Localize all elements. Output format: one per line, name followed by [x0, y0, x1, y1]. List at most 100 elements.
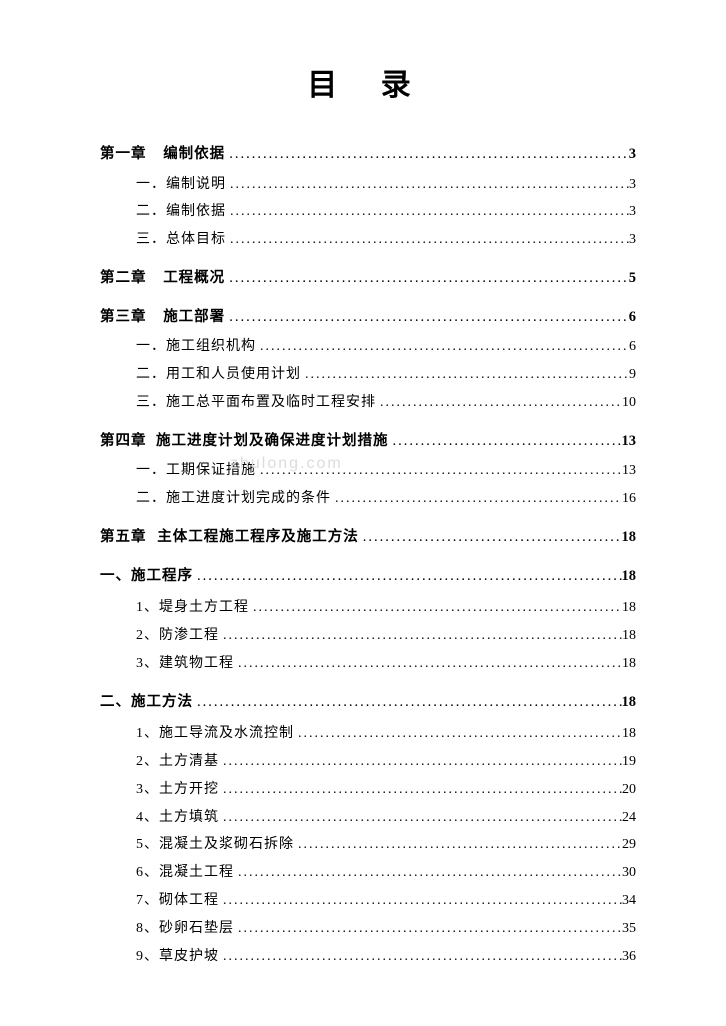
toc-entry: 三．施工总平面布置及临时工程安排10 — [100, 391, 636, 415]
toc-entry-page: 16 — [622, 487, 636, 511]
toc-entry-page: 6 — [629, 335, 636, 359]
toc-entry-prefix: 6、 — [136, 861, 159, 885]
toc-entry-page: 19 — [622, 750, 636, 774]
toc-entry-text: 堤身土方工程 — [159, 596, 249, 620]
toc-entry-page: 10 — [622, 391, 636, 415]
toc-title: 目 录 — [100, 60, 636, 104]
toc-entry: 6、混凝土工程 30 — [100, 861, 636, 885]
toc-entry-text: 土方开挖 — [159, 778, 219, 802]
toc-leader-dots — [219, 806, 622, 830]
toc-entry-page: 18 — [622, 596, 636, 620]
toc-entry-text: 施工程序 — [131, 564, 193, 589]
toc-entry-text: 编制说明 — [166, 173, 226, 197]
toc-entry-prefix: 二、 — [100, 690, 131, 715]
toc-entry-page: 18 — [622, 690, 637, 715]
toc-leader-dots — [226, 200, 629, 224]
toc-entry: 3、建筑物工程18 — [100, 652, 636, 676]
toc-entry-text: 用工和人员使用计划 — [166, 363, 301, 387]
toc-entry-text: 防渗工程 — [159, 624, 219, 648]
toc-entry-page: 18 — [622, 525, 637, 550]
toc-entry: 三．总体目标3 — [100, 228, 636, 252]
toc-entry-prefix: 2、 — [136, 624, 159, 648]
toc-entry-text: 工期保证措施 — [166, 459, 256, 483]
toc-entry: 9、草皮护坡 36 — [100, 945, 636, 969]
toc-leader-dots — [225, 305, 629, 330]
toc-entry-page: 5 — [629, 266, 636, 291]
toc-entry-text: 砌体工程 — [159, 889, 219, 913]
toc-entry: 第二章工程概况5 — [100, 266, 636, 291]
toc-entry: 第四章施工进度计划及确保进度计划措施 13 — [100, 429, 636, 454]
toc-leader-dots — [225, 142, 629, 167]
toc-leader-dots — [376, 391, 622, 415]
toc-entry-prefix: 二． — [136, 200, 166, 224]
toc-entry: 二．用工和人员使用计划9 — [100, 363, 636, 387]
toc-leader-dots — [234, 917, 622, 941]
toc-entry-page: 6 — [629, 305, 636, 330]
table-of-contents: 第一章编制依据3一．编制说明3二．编制依据3三．总体目标3第二章工程概况5第三章… — [100, 142, 636, 968]
toc-entry-page: 13 — [622, 429, 637, 454]
toc-entry-page: 3 — [629, 142, 636, 167]
toc-entry-text: 施工方法 — [131, 690, 193, 715]
toc-entry-page: 3 — [629, 173, 636, 197]
toc-entry: 2、防渗工程18 — [100, 624, 636, 648]
toc-leader-dots — [331, 487, 622, 511]
toc-entry-text: 施工进度计划完成的条件 — [166, 487, 331, 511]
toc-entry-page: 30 — [622, 861, 636, 885]
toc-entry-text: 土方填筑 — [159, 806, 219, 830]
toc-entry-prefix: 第四章 — [100, 429, 147, 454]
toc-entry: 一．编制说明 3 — [100, 173, 636, 197]
toc-entry-prefix: 4、 — [136, 806, 159, 830]
toc-entry-page: 3 — [629, 228, 636, 252]
toc-entry: 2、土方清基19 — [100, 750, 636, 774]
toc-leader-dots — [256, 459, 622, 483]
toc-entry-text: 工程概况 — [163, 266, 225, 291]
toc-leader-dots — [225, 266, 629, 291]
toc-entry: 一、施工程序18 — [100, 564, 636, 589]
toc-entry-page: 20 — [622, 778, 636, 802]
toc-entry-prefix: 2、 — [136, 750, 159, 774]
toc-leader-dots — [294, 722, 622, 746]
toc-entry-text: 施工部署 — [163, 305, 225, 330]
toc-entry-prefix: 9、 — [136, 945, 159, 969]
toc-entry-prefix: 7、 — [136, 889, 159, 913]
toc-leader-dots — [359, 525, 622, 550]
toc-leader-dots — [193, 690, 622, 715]
toc-entry-text: 主体工程施工程序及施工方法 — [157, 525, 359, 550]
toc-entry: 1、堤身土方工程 18 — [100, 596, 636, 620]
toc-entry: 一．工期保证措施13 — [100, 459, 636, 483]
toc-entry-page: 34 — [622, 889, 636, 913]
toc-entry: 5、混凝土及浆砌石拆除 29 — [100, 833, 636, 857]
toc-entry-text: 草皮护坡 — [159, 945, 219, 969]
toc-entry-text: 施工组织机构 — [166, 335, 256, 359]
toc-entry-page: 18 — [622, 652, 636, 676]
toc-entry-text: 混凝土及浆砌石拆除 — [159, 833, 294, 857]
toc-entry-prefix: 一． — [136, 173, 166, 197]
toc-entry-text: 砂卵石垫层 — [159, 917, 234, 941]
toc-leader-dots — [219, 889, 622, 913]
toc-entry-page: 9 — [629, 363, 636, 387]
toc-leader-dots — [226, 173, 629, 197]
toc-entry-page: 18 — [622, 722, 636, 746]
toc-entry-page: 36 — [622, 945, 636, 969]
toc-entry-prefix: 第一章 — [100, 142, 147, 167]
toc-entry: 二．施工进度计划完成的条件16 — [100, 487, 636, 511]
toc-leader-dots — [219, 624, 622, 648]
toc-leader-dots — [249, 596, 622, 620]
toc-leader-dots — [219, 778, 622, 802]
toc-entry-text: 建筑物工程 — [159, 652, 234, 676]
toc-entry: 一．施工组织机构6 — [100, 335, 636, 359]
toc-entry-page: 3 — [629, 200, 636, 224]
toc-entry-prefix: 5、 — [136, 833, 159, 857]
toc-entry-text: 混凝土工程 — [159, 861, 234, 885]
toc-entry-page: 13 — [622, 459, 636, 483]
toc-leader-dots — [294, 833, 622, 857]
toc-entry-text: 施工进度计划及确保进度计划措施 — [156, 429, 389, 454]
toc-entry-text: 施工总平面布置及临时工程安排 — [166, 391, 376, 415]
toc-entry-page: 29 — [622, 833, 636, 857]
toc-leader-dots — [193, 564, 622, 589]
toc-entry: 第三章施工部署6 — [100, 305, 636, 330]
toc-leader-dots — [219, 750, 622, 774]
toc-entry-text: 编制依据 — [166, 200, 226, 224]
toc-entry: 1、施工导流及水流控制18 — [100, 722, 636, 746]
toc-entry-prefix: 1、 — [136, 596, 159, 620]
